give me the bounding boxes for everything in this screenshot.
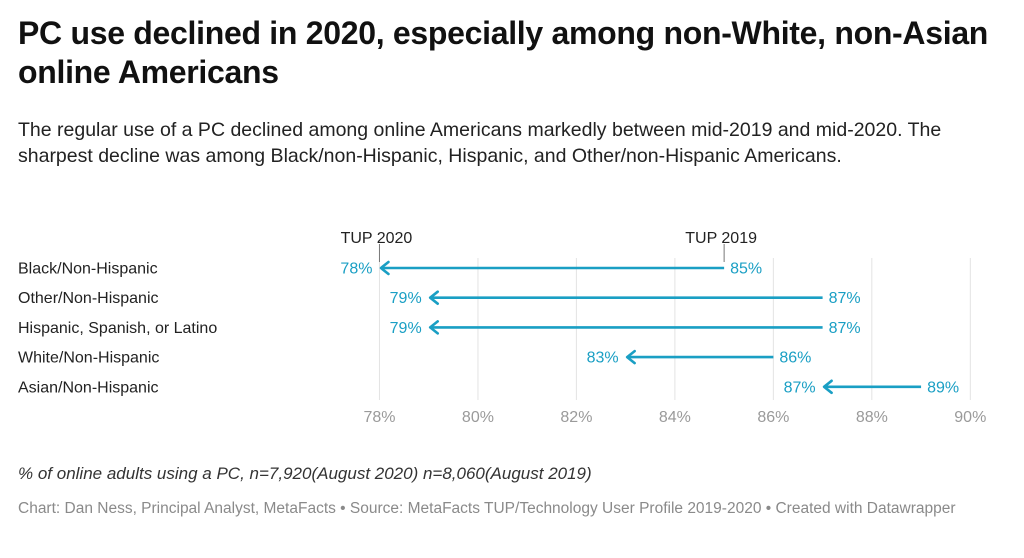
- series-annotation-label: TUP 2019: [685, 230, 757, 247]
- series-annotation-label: TUP 2020: [341, 230, 413, 247]
- value-label-2019: 86%: [779, 350, 811, 367]
- value-labels: 78% 85% 79% 87% 79% 87% 83% 86% 87% 89%: [340, 261, 959, 397]
- value-label-2020: 78%: [340, 261, 372, 278]
- x-tick-label: 78%: [363, 409, 395, 426]
- value-label-2020: 79%: [390, 290, 422, 307]
- x-tick-label: 84%: [659, 409, 691, 426]
- value-label-2019: 87%: [829, 290, 861, 307]
- chart-subtitle: The regular use of a PC declined among o…: [18, 119, 942, 167]
- arrow-head: [822, 379, 833, 395]
- category-label: Black/Non-Hispanic: [18, 261, 158, 278]
- arrow-chart: 78% 80% 82% 84% 86% 88% 90% Black/Non-Hispanic…: [18, 230, 986, 426]
- chart-credits: Chart: Dan Ness, Principal Analyst, Meta…: [18, 500, 956, 517]
- arrows: [379, 260, 922, 395]
- category-label: Hispanic, Spanish, or Latino: [18, 320, 217, 337]
- arrow-head: [625, 349, 636, 365]
- category-label: Asian/Non-Hispanic: [18, 379, 159, 396]
- value-label-2019: 87%: [829, 320, 861, 337]
- arrow-head: [428, 290, 440, 305]
- chart-title: PC use declined in 2020, especially amon…: [18, 15, 989, 90]
- value-label-2020: 79%: [390, 320, 422, 337]
- arrow-head: [379, 260, 390, 276]
- grid-lines: [378, 258, 971, 400]
- x-axis-ticks: 78% 80% 82% 84% 86% 88% 90%: [363, 409, 986, 426]
- arrow-head: [428, 320, 440, 335]
- x-tick-label: 86%: [757, 409, 789, 426]
- chart-note: % of online adults using a PC, n=7,920(A…: [18, 464, 592, 483]
- category-labels: Black/Non-Hispanic Other/Non-Hispanic Hisp…: [18, 261, 217, 397]
- value-label-2019: 85%: [730, 261, 762, 278]
- value-label-2020: 87%: [784, 379, 816, 396]
- category-label: Other/Non-Hispanic: [18, 290, 159, 307]
- x-tick-label: 80%: [462, 409, 494, 426]
- value-label-2020: 83%: [587, 350, 619, 367]
- category-label: White/Non-Hispanic: [18, 350, 159, 367]
- value-label-2019: 89%: [927, 379, 959, 396]
- x-tick-label: 90%: [954, 409, 986, 426]
- x-tick-label: 82%: [560, 409, 592, 426]
- x-tick-label: 88%: [856, 409, 888, 426]
- series-annotations: TUP 2020 TUP 2019: [341, 230, 757, 262]
